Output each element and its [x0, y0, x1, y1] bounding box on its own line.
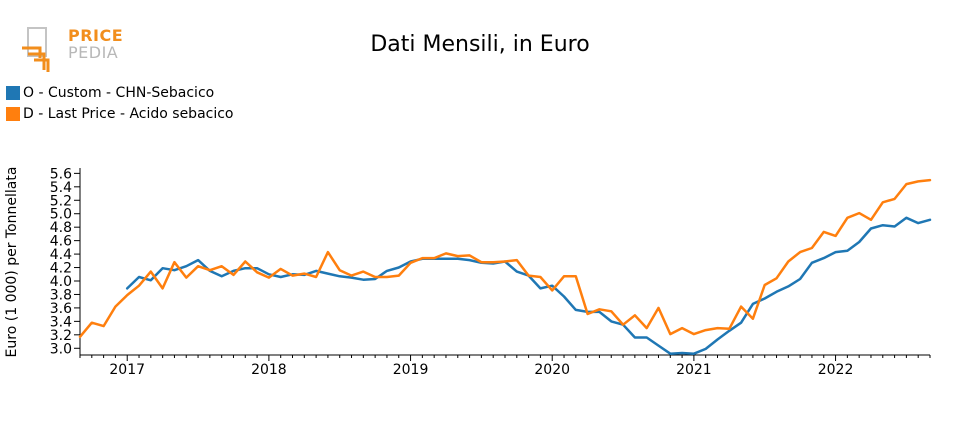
x-tick-label: 2020 — [534, 362, 570, 378]
y-tick-label: 5.2 — [50, 193, 72, 209]
series-layer — [78, 178, 932, 355]
y-tick-label: 4.0 — [50, 274, 72, 290]
y-tick-label: 3.6 — [50, 301, 72, 317]
y-tick-label: 5.6 — [50, 166, 72, 182]
x-tick-label: 2022 — [818, 362, 854, 378]
x-tick-label: 2018 — [251, 362, 287, 378]
series-line-1[interactable] — [78, 178, 932, 339]
logo-text-price: PRICE — [68, 26, 124, 45]
y-tick-label: 4.6 — [50, 234, 72, 250]
y-tick-label: 4.8 — [50, 220, 72, 236]
y-tick-label: 3.4 — [50, 314, 72, 330]
x-tick-label: 2017 — [109, 362, 145, 378]
legend-swatch-series-0 — [6, 86, 20, 100]
legend-label-series-0: O - Custom - CHN-Sebacico — [23, 85, 215, 101]
legend-item-series-0[interactable]: O - Custom - CHN-Sebacico — [6, 84, 214, 102]
y-tick-label: 4.2 — [50, 261, 72, 277]
logo-brackets-icon — [22, 27, 50, 72]
y-axis: 3.03.23.43.63.84.04.24.44.64.85.05.25.45… — [50, 166, 81, 357]
x-tick-label: 2019 — [393, 362, 429, 378]
legend-swatch-series-1 — [6, 107, 20, 121]
y-tick-label: 4.4 — [50, 247, 72, 263]
x-tick-label: 2021 — [676, 362, 712, 378]
series-line-0[interactable] — [125, 216, 932, 355]
y-axis-label: Euro (1 000) per Tonnellata — [4, 167, 20, 358]
legend-item-series-1[interactable]: D - Last Price - Acido sebacico — [6, 105, 234, 123]
y-tick-label: 3.2 — [50, 328, 72, 344]
pricepedia-logo: PRICE PEDIA — [18, 26, 128, 74]
y-tick-label: 5.0 — [50, 207, 72, 223]
chart-title: Dati Mensili, in Euro — [370, 32, 590, 57]
legend-label-series-1: D - Last Price - Acido sebacico — [23, 106, 234, 122]
y-tick-label: 3.8 — [50, 287, 72, 303]
x-axis: 2017 2018 2019 2020 2021 2022 — [79, 354, 931, 378]
y-tick-label: 3.0 — [50, 341, 72, 357]
logo-text-pedia: PEDIA — [68, 43, 119, 62]
y-tick-label: 5.4 — [50, 180, 72, 196]
